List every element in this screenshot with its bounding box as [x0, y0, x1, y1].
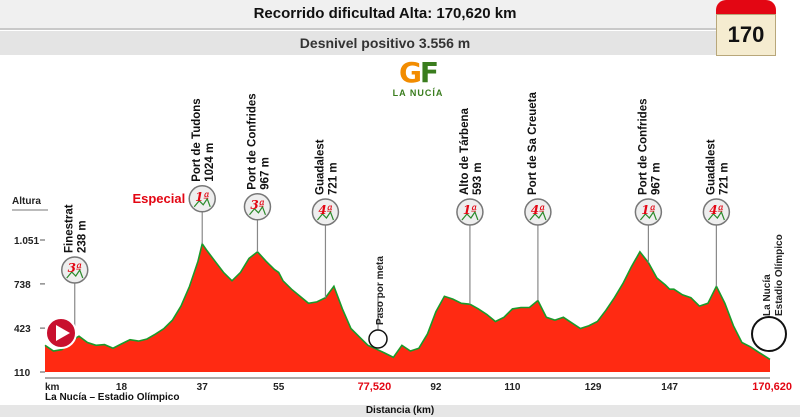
climb-marker: 1ª Alto de Tárbena 593 m — [456, 107, 484, 305]
climb-category: 1ª — [641, 203, 655, 217]
circle-icon — [368, 329, 388, 349]
x-tick-label: 18 — [116, 382, 128, 393]
climb-name: Finestrat — [64, 204, 76, 253]
mountain-shape — [639, 210, 657, 221]
climb-marker: 3ª Finestrat 238 m — [60, 204, 89, 342]
climb-category: 1ª — [195, 190, 209, 204]
y-axis-label: Altura — [12, 196, 41, 207]
x-tick-label: 92 — [430, 382, 442, 393]
x-tick-label: 77,520 — [358, 381, 392, 393]
finish-marker: La Nucía Estadio Olímpico — [751, 234, 787, 352]
logo-mark: GF — [398, 56, 439, 89]
x-tick-label: 129 — [585, 382, 602, 393]
mountain-shape — [316, 210, 335, 221]
mountain-shape — [66, 268, 84, 279]
checkpoint-label: Paso por meta — [375, 256, 386, 325]
x-tick-label: 170,620 — [752, 381, 792, 393]
climb-category: 1ª — [463, 203, 477, 217]
mountain-shape — [707, 210, 725, 221]
climb-marker: 1ª Port de Tudons 1024 m Especial — [132, 98, 216, 244]
climb-marker: 1ª Port de Confrides 967 m — [634, 99, 662, 263]
start-marker — [45, 317, 77, 349]
climb-name: Port de Confrides — [637, 99, 649, 195]
climb-altitude: 1024 m — [204, 143, 216, 182]
climb-altitude: 967 m — [259, 157, 271, 190]
special-label: Especial — [132, 191, 185, 206]
stage-badge: 170 — [716, 0, 776, 56]
x-tick-label: 147 — [661, 382, 678, 393]
circle-icon — [751, 316, 787, 352]
profile-area — [45, 243, 770, 372]
x-tick-label: 37 — [197, 382, 209, 393]
y-tick-label: 738 — [14, 280, 31, 291]
climb-name: Port de Sa Creueta — [527, 92, 539, 195]
badge-tab — [716, 0, 776, 14]
elevation-gain: Desnivel positivo 3.556 m — [0, 31, 770, 55]
x-tick-label: 110 — [504, 382, 521, 393]
x-tick-label: km — [45, 382, 60, 393]
finish-location-line1: La Nucía — [762, 274, 773, 316]
mountain-shape — [461, 210, 479, 221]
climb-altitude: 721 m — [327, 162, 339, 195]
climb-category: 4ª — [318, 203, 332, 217]
y-tick-label: 1.051 — [14, 236, 39, 247]
play-icon — [56, 325, 70, 341]
climb-name: Guadalest — [314, 139, 326, 195]
stage-number: 170 — [716, 14, 776, 56]
mountain-shape — [248, 205, 267, 216]
climb-altitude: 721 m — [718, 162, 730, 195]
climb-marker: 3ª Port de Confrides 967 m — [243, 93, 271, 252]
climb-marker: 4ª Guadalest 721 m — [311, 139, 339, 298]
climb-name: Alto de Tárbena — [459, 107, 471, 195]
climb-marker: 4ª Guadalest 721 m — [702, 139, 730, 287]
climb-altitude: 593 m — [472, 162, 484, 195]
climb-altitude: 967 m — [650, 162, 662, 195]
mountain-shape — [529, 210, 547, 221]
climb-category: 3ª — [68, 261, 82, 275]
climb-category: 3ª — [250, 198, 264, 212]
climb-category: 4ª — [709, 203, 723, 217]
climb-name: Guadalest — [705, 139, 717, 195]
y-tick-label: 423 — [14, 324, 31, 335]
climb-name: Port de Confrides — [246, 93, 258, 189]
climb-marker: 4ª Port de Sa Creueta — [524, 92, 552, 301]
y-tick-label: 110 — [14, 368, 31, 379]
gf-la-nucia-logo: GF LA NUCÍA — [383, 58, 453, 112]
profile-outline — [44, 241, 771, 361]
logo-text: LA NUCÍA — [392, 88, 444, 98]
start-location: La Nucía – Estadio Olímpico — [45, 392, 180, 403]
y-axis: Altura — [12, 196, 48, 211]
x-tick-label: 55 — [273, 382, 285, 393]
finish-location-line2: Estadio Olímpico — [774, 234, 785, 316]
climb-altitude: 238 m — [77, 220, 89, 253]
x-axis-title: Distancia (km) — [0, 405, 800, 417]
checkpoint-marker: Paso por meta — [368, 256, 388, 349]
climb-category: 4ª — [531, 203, 545, 217]
climb-name: Port de Tudons — [191, 98, 203, 181]
route-title: Recorrido dificultad Alta: 170,620 km — [0, 0, 770, 30]
mountain-shape — [193, 197, 211, 208]
